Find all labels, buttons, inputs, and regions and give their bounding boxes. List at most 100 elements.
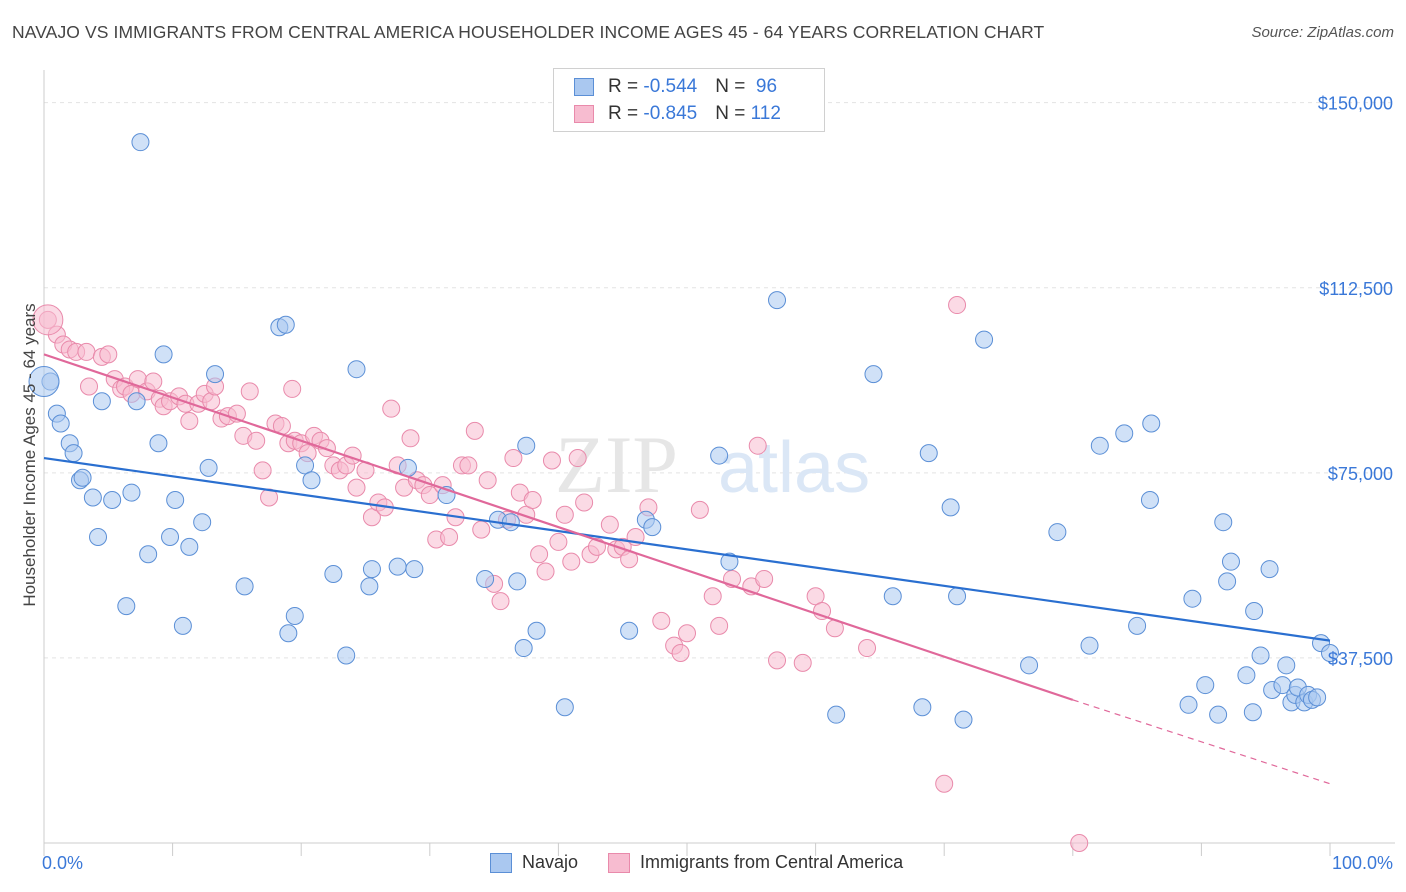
navajo-point — [139, 545, 158, 564]
navajo-point — [117, 597, 136, 616]
navajo-point — [388, 557, 407, 576]
central-america-point — [575, 493, 594, 512]
navajo-point — [199, 458, 218, 477]
navajo-point — [1243, 703, 1262, 722]
navajo-point — [180, 537, 199, 556]
central-america-point — [793, 653, 812, 672]
navajo-point — [864, 365, 883, 384]
central-america-point — [555, 505, 574, 524]
central-america-point — [459, 456, 478, 475]
navajo-point — [1115, 424, 1134, 443]
legend-swatch-navajo — [574, 78, 594, 96]
navajo-point — [127, 392, 146, 411]
central-america-point — [80, 377, 99, 396]
navajo-point — [975, 330, 994, 349]
legend-item-navajo[interactable]: Navajo — [490, 852, 578, 873]
navajo-point — [235, 577, 254, 596]
navajo-point — [73, 468, 92, 487]
navajo-point — [302, 471, 321, 490]
watermark-atlas: atlas — [718, 428, 870, 508]
navajo-point — [768, 291, 787, 310]
navajo-point — [1237, 666, 1256, 685]
navajo-point — [166, 490, 185, 509]
chart-title: NAVAJO VS IMMIGRANTS FROM CENTRAL AMERIC… — [12, 22, 1045, 42]
navajo-point — [555, 698, 574, 717]
navajo-point — [1048, 523, 1067, 542]
central-america-point — [99, 345, 118, 364]
navajo-point — [1142, 414, 1161, 433]
navajo-point — [64, 444, 83, 463]
navajo-point — [517, 436, 536, 455]
navajo-point — [1196, 676, 1215, 695]
central-america-point — [748, 436, 767, 455]
central-america-point — [652, 611, 671, 630]
navajo-point — [1221, 552, 1240, 571]
central-america-trend-line — [43, 353, 1074, 701]
navajo-point — [720, 552, 739, 571]
central-america-point — [240, 382, 259, 401]
navajo-point — [360, 577, 379, 596]
navajo-point — [154, 345, 173, 364]
central-america-point — [504, 449, 523, 468]
legend-label-central-america: Immigrants from Central America — [640, 852, 904, 872]
navajo-point — [193, 513, 212, 532]
navajo-point — [103, 490, 122, 509]
navajo-point — [279, 624, 298, 643]
legend-item-central-america[interactable]: Immigrants from Central America — [608, 852, 903, 873]
navajo-point — [1140, 490, 1159, 509]
central-america-point — [678, 624, 696, 643]
navajo-point — [527, 621, 546, 640]
central-america-point — [703, 587, 722, 606]
navajo-point — [710, 446, 729, 465]
series-legend: Navajo Immigrants from Central America — [490, 852, 933, 873]
navajo-point — [276, 315, 295, 334]
legend-n-value: 96 — [750, 76, 778, 97]
legend-n-label: N = — [715, 76, 751, 97]
navajo-trend-line — [43, 456, 1331, 642]
navajo-point — [1183, 589, 1202, 608]
navajo-point — [883, 587, 902, 606]
series-central-america — [32, 296, 1089, 852]
navajo-point — [92, 392, 111, 411]
central-america-point — [549, 532, 568, 551]
source-label: Source: ZipAtlas.com — [1251, 24, 1394, 41]
y-axis-title: Householder Income Ages 45 - 64 years — [20, 303, 39, 607]
central-america-point — [465, 421, 484, 440]
y-tick-label: $150,000 — [1318, 94, 1393, 114]
navajo-point — [501, 513, 520, 532]
y-tick-label: $37,500 — [1328, 649, 1393, 669]
navajo-point — [161, 528, 180, 546]
y-tick-label: $112,500 — [1319, 279, 1393, 299]
navajo-point — [620, 621, 639, 640]
central-america-point — [401, 429, 420, 448]
central-america-point — [690, 500, 709, 519]
navajo-point — [131, 133, 150, 152]
central-america-point — [180, 412, 199, 431]
legend-swatch-central-america — [574, 105, 594, 123]
central-america-point — [600, 515, 619, 534]
central-america-point — [478, 471, 497, 490]
central-america-point — [562, 552, 581, 571]
central-america-point — [491, 592, 510, 611]
central-america-point — [317, 439, 336, 458]
navajo-point — [1020, 656, 1039, 675]
legend-row-central-america: R = -0.845 N = 112 — [574, 102, 781, 126]
legend-r-value: -0.845 — [643, 103, 698, 124]
central-america-point — [247, 431, 266, 450]
navajo-point — [1209, 705, 1228, 724]
navajo-point — [206, 365, 225, 384]
navajo-point — [173, 616, 192, 635]
central-america-point — [382, 399, 401, 418]
navajo-point — [476, 569, 495, 588]
navajo-point — [149, 434, 168, 453]
gridlines — [44, 102, 1395, 659]
navajo-point — [1218, 572, 1237, 591]
navajo-point — [1214, 513, 1233, 532]
legend-n-label: N = — [715, 103, 751, 124]
central-america-point — [568, 449, 587, 468]
navajo-point — [948, 587, 967, 606]
legend-r-label: R = — [608, 76, 644, 97]
navajo-point — [89, 528, 108, 546]
navajo-point — [285, 606, 304, 625]
central-america-point — [283, 379, 302, 398]
